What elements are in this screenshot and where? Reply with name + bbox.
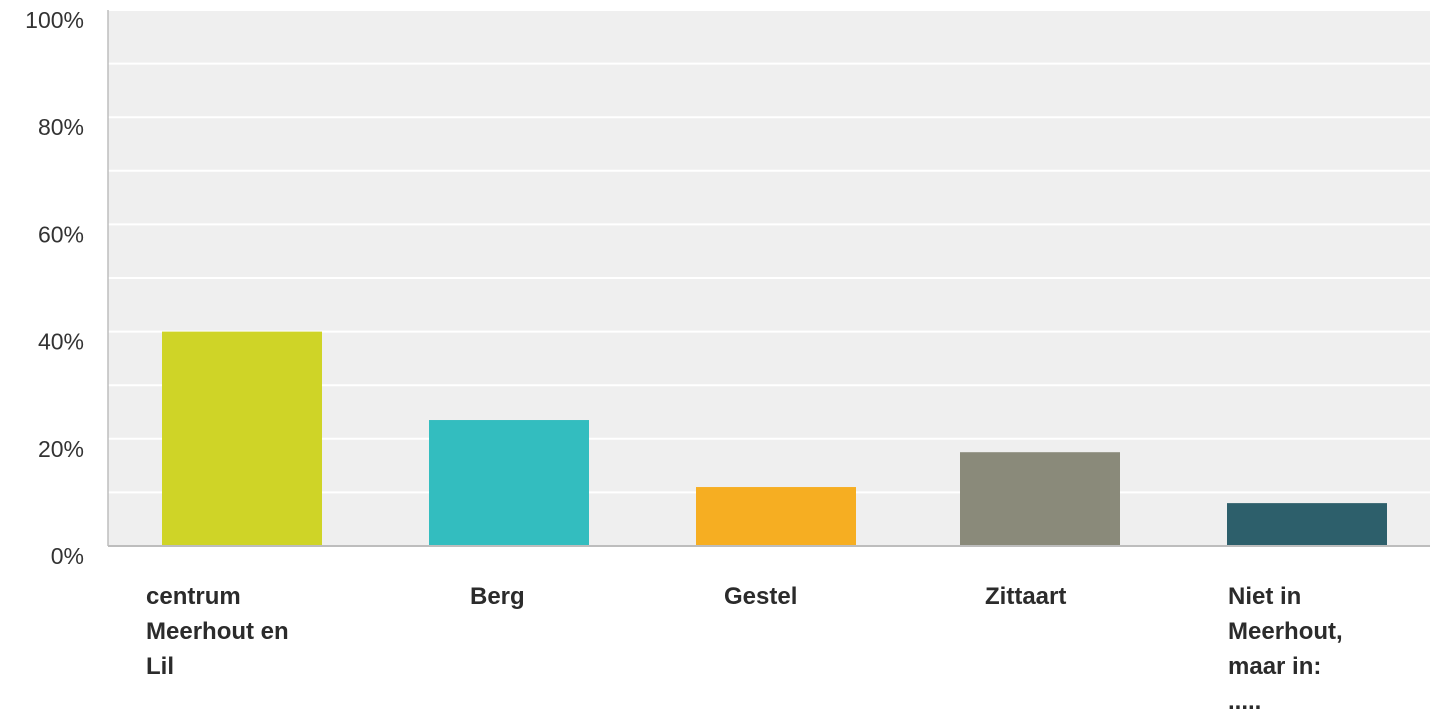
- x-category-label: Niet in Meerhout, maar in:.....: [1228, 583, 1343, 712]
- x-category-label: Zittaart: [985, 583, 1066, 610]
- x-category-label-line: Gestel: [724, 583, 797, 610]
- y-tick-label: 60%: [38, 221, 84, 247]
- bar: [162, 331, 322, 546]
- y-tick-label: 0%: [51, 543, 84, 569]
- x-category-label: Berg: [470, 583, 525, 610]
- x-category-label-line: .....: [1228, 688, 1261, 712]
- bar: [429, 420, 589, 546]
- x-category-label-line: Meerhout en: [146, 618, 289, 645]
- x-category-label-line: centrum: [146, 583, 241, 610]
- x-category-label-line: Niet in: [1228, 583, 1301, 610]
- gridlines: [108, 9, 1430, 494]
- bar: [1227, 503, 1387, 546]
- x-category-label-line: Lil: [146, 653, 174, 680]
- x-category-label-line: Meerhout,: [1228, 618, 1343, 645]
- x-category-label: Gestel: [724, 583, 797, 610]
- x-axis-labels: centrum Meerhout en Lil Berg Gestel Zittaart N…: [146, 583, 1343, 712]
- y-tick-label: 40%: [38, 329, 84, 355]
- bar: [696, 487, 856, 546]
- y-tick-label: 20%: [38, 436, 84, 462]
- x-category-label: centrum Meerhout en Lil: [146, 583, 289, 680]
- bars: [162, 331, 1387, 546]
- x-category-label-line: maar in:: [1228, 653, 1321, 680]
- bar: [960, 452, 1120, 546]
- y-tick-label: 100%: [25, 7, 84, 33]
- x-category-label-line: Berg: [470, 583, 525, 610]
- x-category-label-line: Zittaart: [985, 583, 1066, 610]
- y-axis-ticks: 0% 20% 40% 60% 80% 100%: [25, 7, 84, 569]
- y-tick-label: 80%: [38, 114, 84, 140]
